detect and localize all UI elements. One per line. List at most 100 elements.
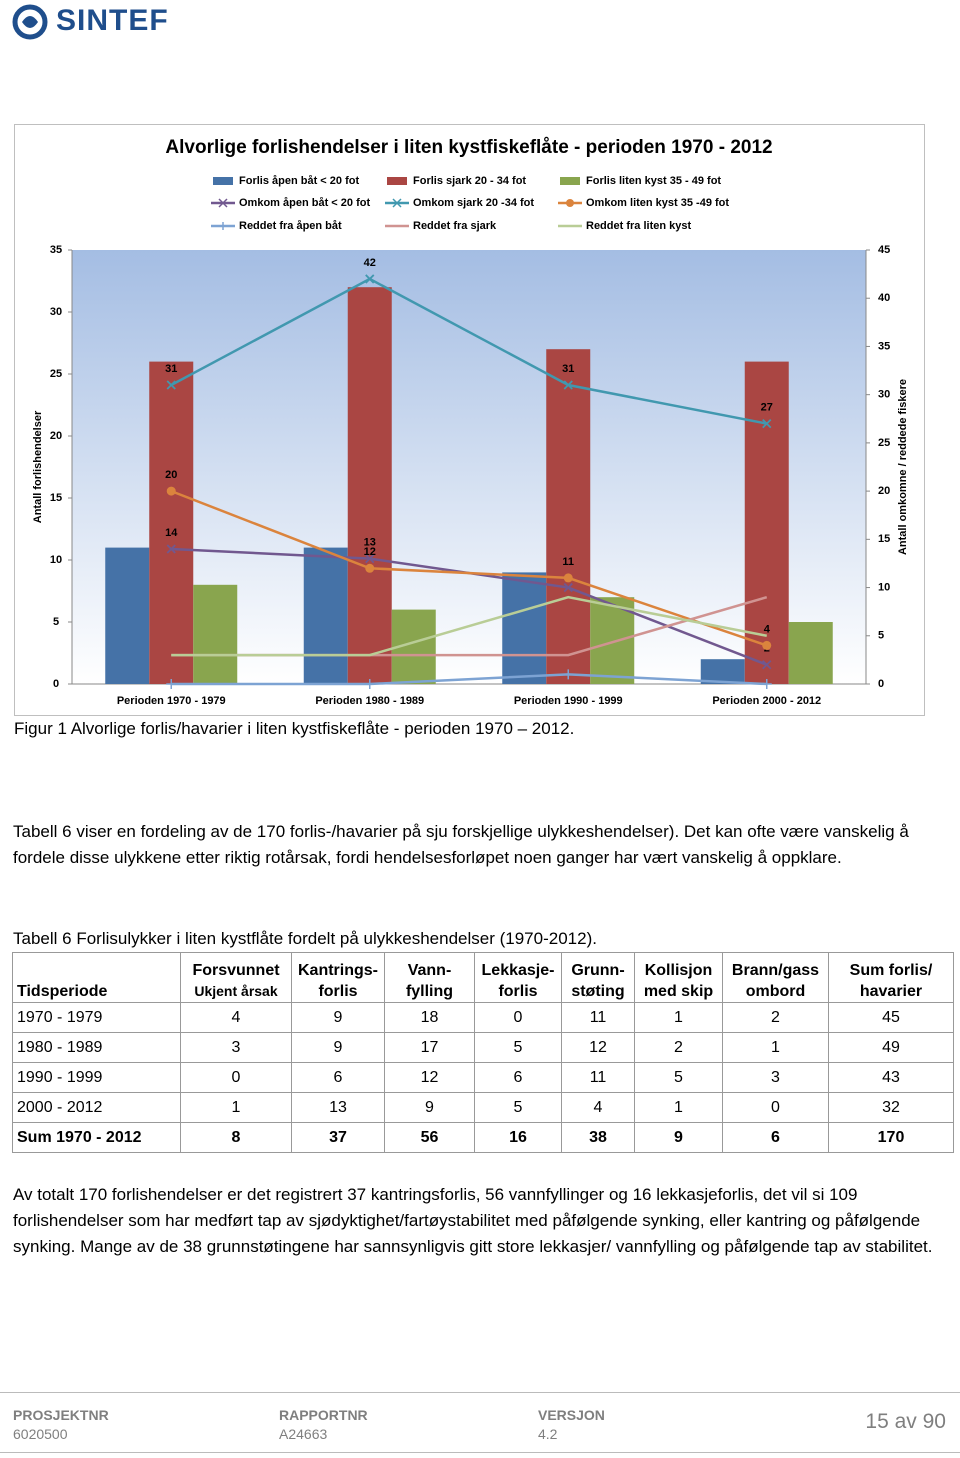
marker	[762, 418, 772, 429]
table-cell: 11	[561, 1062, 635, 1093]
bar	[347, 287, 392, 684]
y-tick-label: 15	[50, 492, 62, 504]
x-tick-label: Perioden 1970 - 1979	[117, 695, 226, 707]
table-caption: Tabell 6 Forlisulykker i liten kystflåte…	[13, 929, 597, 948]
line	[170, 277, 767, 425]
marker	[365, 553, 375, 564]
column-header-line: forlis	[318, 983, 358, 1000]
footer-rule	[0, 1392, 960, 1393]
marker	[166, 544, 176, 554]
marker	[762, 660, 772, 670]
table-cell: 4	[180, 1002, 292, 1033]
line	[170, 489, 768, 647]
column-header: Brann/gass ombord	[722, 952, 829, 1003]
bar	[700, 659, 745, 684]
legend-label: Forlis liten kyst 35 - 49 fot	[586, 175, 721, 187]
y2-tick-label: 0	[878, 678, 884, 690]
table-cell: 18	[384, 1002, 475, 1033]
table-cell: 170	[828, 1122, 954, 1153]
table-cell: Sum 1970 - 2012	[12, 1122, 181, 1153]
marker	[563, 573, 573, 583]
table-cell: 5	[474, 1092, 562, 1123]
column-header-line: forlis	[498, 983, 538, 1000]
line	[171, 673, 767, 686]
table-cell: 1980 - 1989	[12, 1032, 181, 1063]
footer-label: VERSJON	[538, 1407, 605, 1423]
bar	[303, 547, 348, 684]
table-cell: 12	[384, 1062, 475, 1093]
legend-label: Forlis sjark 20 - 34 fot	[413, 175, 526, 187]
y-tick-label: 0	[53, 678, 59, 690]
footer-value: 6020500	[13, 1426, 68, 1442]
column-header-line: Grunn-	[571, 962, 625, 979]
table-row: 2000 - 2012 1 13 9 5 4 1 0 32	[12, 1092, 954, 1123]
x-tick-label: Perioden 2000 - 2012	[712, 695, 821, 707]
marker	[365, 274, 375, 284]
y2-tick-label: 30	[878, 389, 890, 401]
marker	[166, 679, 177, 689]
footer-label: PROSJEKTNR	[13, 1407, 109, 1423]
y-tick-label: 20	[50, 430, 62, 442]
marker	[761, 679, 772, 689]
table-cell: 1	[634, 1092, 723, 1123]
legend-label: Omkom sjark 20 -34 fot	[413, 197, 534, 209]
table-cell: 0	[180, 1062, 292, 1093]
table-cell: 56	[384, 1122, 475, 1153]
data-label: 4	[764, 623, 771, 635]
table-cell: 9	[384, 1092, 475, 1123]
paragraph: Tabell 6 viser en fordeling av de 170 fo…	[13, 822, 909, 867]
data-label: 20	[165, 469, 177, 481]
paragraph: Av totalt 170 forlishendelser er det reg…	[13, 1185, 933, 1256]
y2-tick-label: 40	[878, 292, 890, 304]
table-row: Sum 1970 - 2012 8 37 56 16 38 9 6 170	[12, 1122, 954, 1153]
legend-label: Forlis åpen båt < 20 fot	[239, 175, 359, 187]
table-row: 1970 - 1979 4 9 18 0 11 1 2 45	[12, 1002, 954, 1033]
column-header-line: Forsvunnet	[192, 962, 280, 979]
logo: SINTEF	[56, 4, 169, 37]
legend-swatch	[566, 199, 574, 207]
y2-tick-label: 5	[878, 630, 884, 642]
table-cell: 4	[561, 1092, 635, 1123]
y2-tick-label: 20	[878, 485, 890, 497]
data-label: 31	[165, 363, 177, 375]
y-axis-title: Antall forlishendelser	[32, 410, 44, 523]
y2-axis-title: Antall omkomne / reddede fiskere	[897, 379, 909, 555]
table-cell: 37	[291, 1122, 385, 1153]
table-cell: 3	[722, 1062, 829, 1093]
legend-label: Reddet fra sjark	[413, 220, 497, 232]
legend-label: Omkom liten kyst 35 -49 fot	[586, 197, 729, 209]
y-tick-label: 35	[50, 244, 62, 256]
data-label: 13	[364, 537, 376, 549]
table-cell: 1	[722, 1032, 829, 1063]
footer-label: RAPPORTNR	[279, 1407, 368, 1423]
column-header: Lekkasje-forlis	[474, 952, 562, 1003]
y-tick-label: 10	[50, 554, 62, 566]
bar	[788, 622, 833, 684]
bar	[502, 572, 547, 684]
marker	[166, 486, 176, 496]
column-header: Sum forlis/havarier	[828, 952, 954, 1003]
bar	[744, 361, 789, 684]
table-cell: 2000 - 2012	[12, 1092, 181, 1123]
column-header-line: med skip	[643, 983, 714, 1000]
line	[171, 595, 767, 657]
column-header-line: støting	[571, 983, 625, 1000]
y2-tick-label: 10	[878, 581, 890, 593]
table-row: 1980 - 1989 3 9 17 5 12 2 1 49	[12, 1032, 954, 1063]
data-label: 31	[562, 363, 574, 375]
table-cell: 12	[561, 1032, 635, 1063]
table-cell: 6	[722, 1122, 829, 1153]
column-header: Kantrings-forlis	[291, 952, 385, 1003]
table-cell: 1	[634, 1002, 723, 1033]
data-label: 27	[761, 402, 773, 414]
table-cell: 3	[180, 1032, 292, 1063]
table-cell: 16	[474, 1122, 562, 1153]
y-tick-label: 30	[50, 306, 62, 318]
logo-symbol	[12, 4, 48, 40]
table-cell: 6	[291, 1062, 385, 1093]
column-header-line: Ukjent årsak	[194, 983, 278, 999]
legend-swatch	[392, 198, 402, 208]
legend-swatch	[213, 177, 233, 185]
bar	[149, 361, 194, 684]
